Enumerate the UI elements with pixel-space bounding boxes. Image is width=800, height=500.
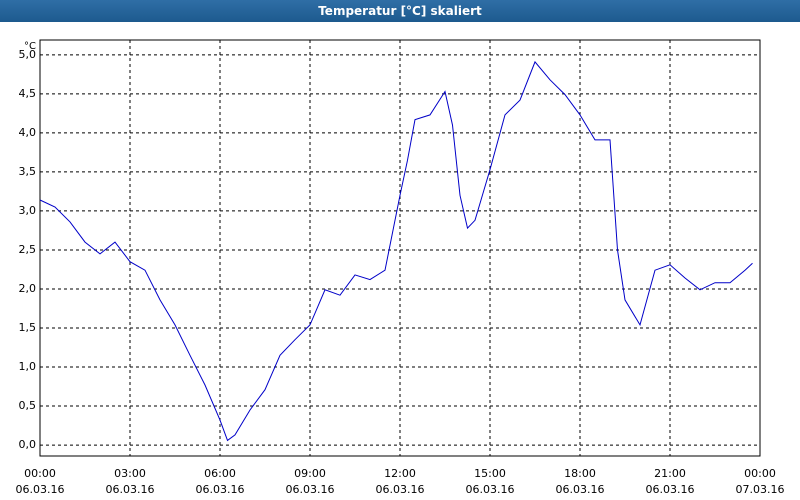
x-tick-label: 06.03.16 <box>646 483 695 496</box>
y-tick-label: 2,0 <box>19 282 37 295</box>
y-tick-label: 0,0 <box>19 438 37 451</box>
x-tick-label: 06:00 <box>204 467 236 480</box>
x-tick-label: 15:00 <box>474 467 506 480</box>
plot-area <box>39 39 761 457</box>
y-unit: °C <box>24 41 36 52</box>
y-tick-label: 4,0 <box>19 126 37 139</box>
chart-title: Temperatur [°C] skaliert <box>318 4 482 18</box>
y-tick-label: 0,5 <box>19 399 37 412</box>
y-tick-label: 1,0 <box>19 360 37 373</box>
x-tick-label: 06.03.16 <box>16 483 65 496</box>
x-tick-label: 06.03.16 <box>466 483 515 496</box>
x-tick-label: 06.03.16 <box>106 483 155 496</box>
x-tick-label: 12:00 <box>384 467 416 480</box>
x-tick-label: 00:00 <box>24 467 56 480</box>
y-tick-label: 1,5 <box>19 321 37 334</box>
x-tick-label: 03:00 <box>114 467 146 480</box>
y-tick-label: 3,0 <box>19 204 37 217</box>
y-tick-label: 2,5 <box>19 243 37 256</box>
title-bar: Temperatur [°C] skaliert <box>0 0 800 22</box>
x-tick-label: 06.03.16 <box>286 483 335 496</box>
x-tick-label: 18:00 <box>564 467 596 480</box>
x-tick-label: 09:00 <box>294 467 326 480</box>
data-line <box>39 60 753 442</box>
x-tick-label: 06.03.16 <box>556 483 605 496</box>
x-tick-label: 07.03.16 <box>736 483 785 496</box>
x-tick-label: 06.03.16 <box>376 483 425 496</box>
chart: °C 0,0 0,5 1,0 1,5 2,0 2,5 3,0 3,5 4,0 4,5 5,0 00:0… <box>16 39 785 496</box>
x-tick-label: 21:00 <box>654 467 686 480</box>
x-tick-label: 00:00 <box>744 467 776 480</box>
y-tick-label: 5,0 <box>19 48 37 61</box>
y-tick-label: 4,5 <box>19 87 37 100</box>
x-tick-label: 06.03.16 <box>196 483 245 496</box>
y-tick-label: 3,5 <box>19 165 37 178</box>
